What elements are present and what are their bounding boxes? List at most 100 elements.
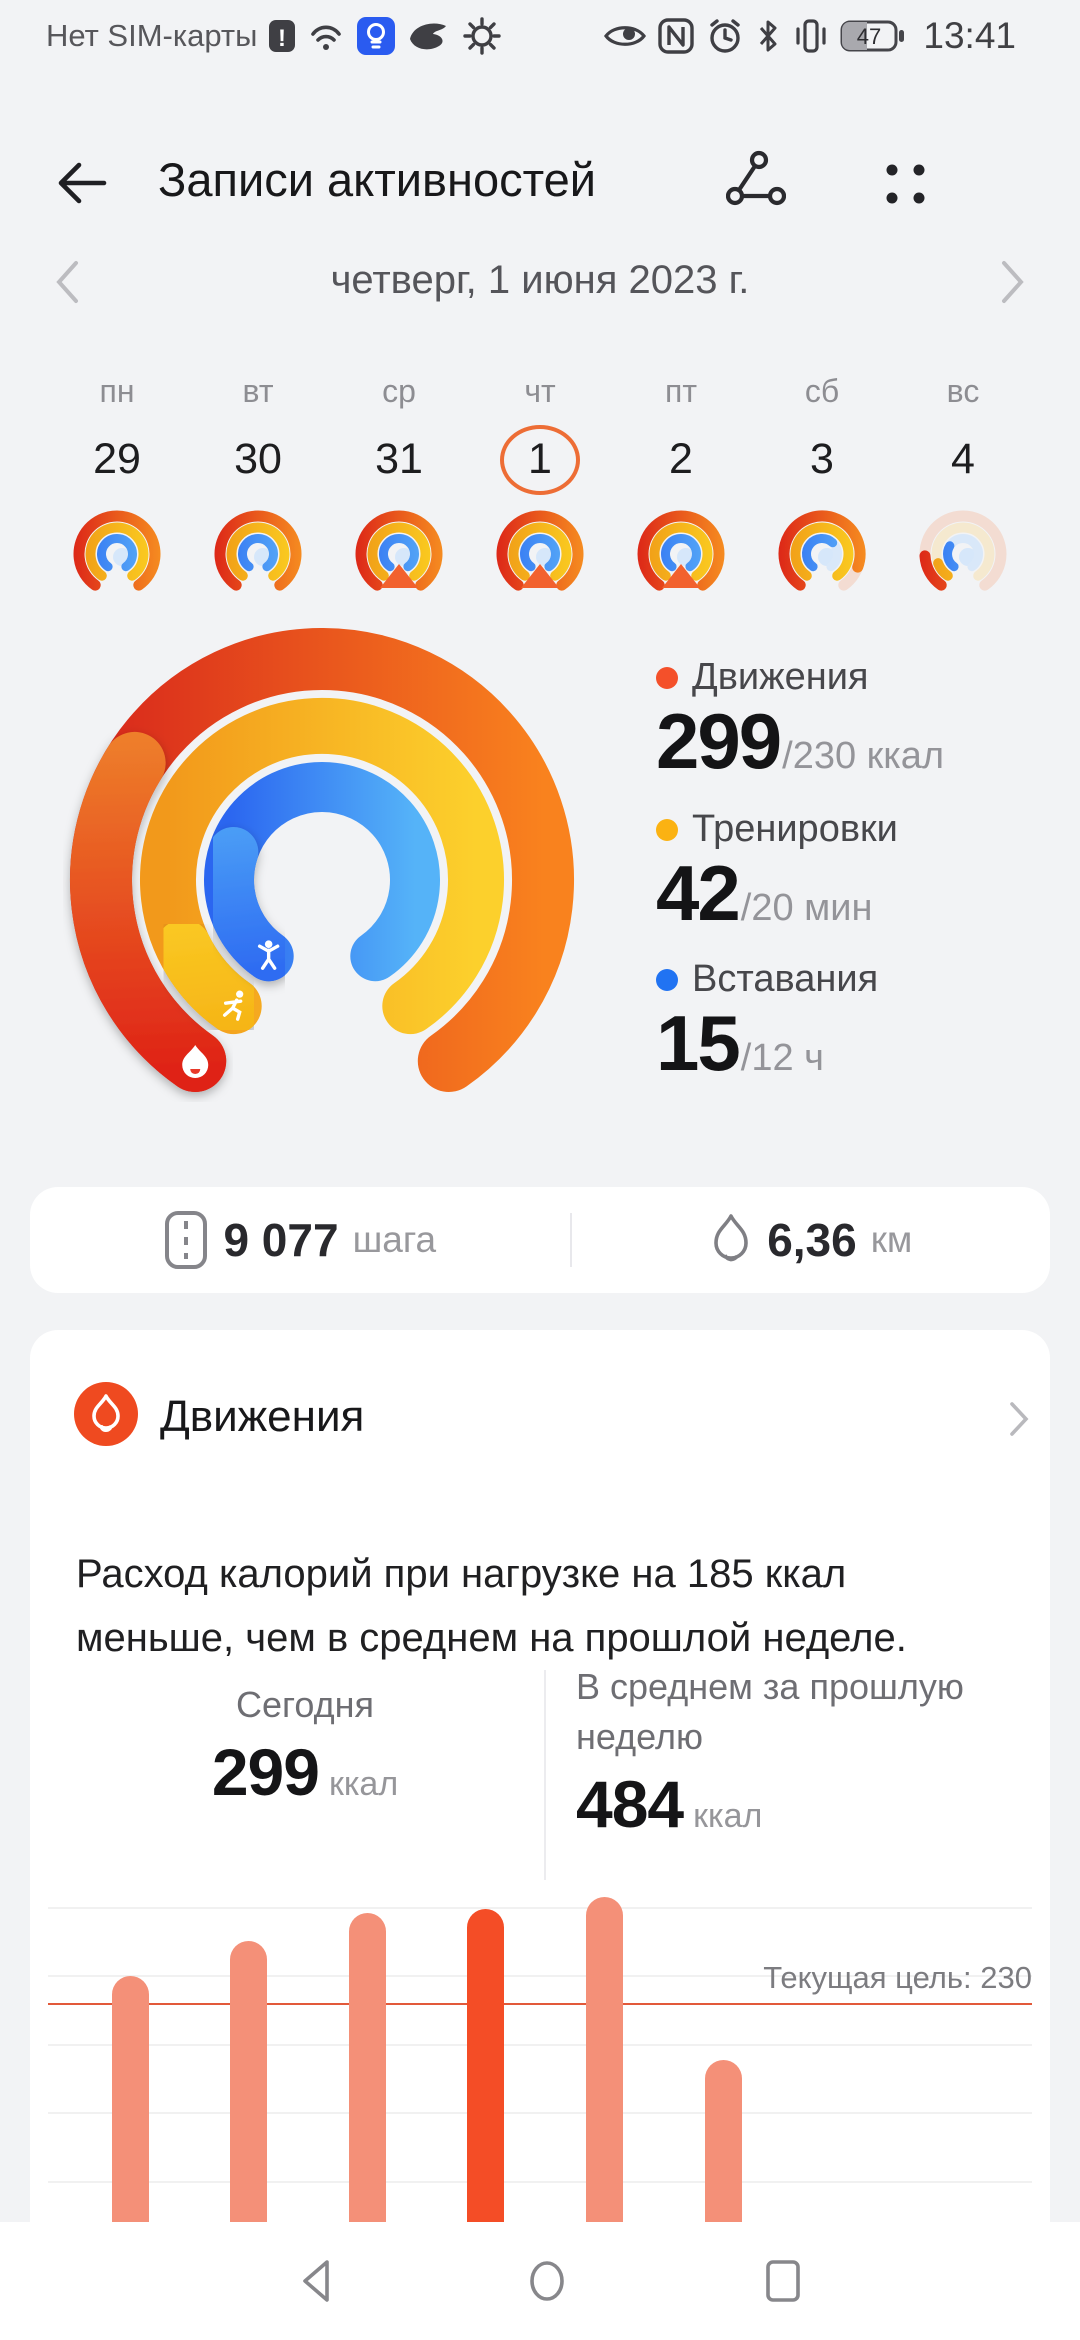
grid-menu-icon xyxy=(886,164,925,204)
share-route-icon xyxy=(725,150,787,206)
alarm-icon xyxy=(705,16,745,56)
day-number: 2 xyxy=(669,435,693,483)
stand-label: Вставания xyxy=(692,958,879,1000)
weekday-label: пт xyxy=(665,373,697,409)
day-cell-вт[interactable]: вт 30 xyxy=(188,355,329,615)
nav-back-button[interactable] xyxy=(257,2222,377,2340)
average-label: В среднем за прошлую неделю xyxy=(576,1666,964,1757)
activity-rings-chart xyxy=(62,628,582,1102)
move-card-description: Расход калорий при нагрузке на 185 ккал … xyxy=(76,1552,907,1660)
day-number: 4 xyxy=(951,435,975,483)
day-number: 30 xyxy=(234,435,282,483)
exercise-goal: /20 мин xyxy=(740,887,873,929)
battery-icon: 47 xyxy=(840,18,906,54)
nav-home-button[interactable] xyxy=(487,2222,607,2340)
today-value: 299 xyxy=(211,1735,320,1809)
calorie-bar[interactable] xyxy=(349,1913,386,2222)
flashlight-icon xyxy=(357,17,396,55)
weekday-label: чт xyxy=(524,373,556,409)
battery-percent-text: 47 xyxy=(857,24,881,49)
weekday-label: вт xyxy=(242,373,274,409)
day-number: 1 xyxy=(528,435,552,483)
chevron-left-icon xyxy=(56,261,78,303)
exercise-value: 42 xyxy=(656,849,741,937)
status-bar-right: 47 13:41 xyxy=(603,10,1016,62)
mini-activity-rings xyxy=(919,510,1007,591)
day-cell-пн[interactable]: пн 29 xyxy=(47,355,188,615)
weekday-label: пн xyxy=(99,373,135,409)
day-cell-сб[interactable]: сб 3 xyxy=(752,355,893,615)
calorie-bar[interactable] xyxy=(230,1941,267,2222)
move-flame-badge xyxy=(74,1382,138,1446)
sim-alert-icon: ! xyxy=(267,17,297,55)
average-value: 484 xyxy=(576,1767,684,1841)
svg-text:!: ! xyxy=(278,25,286,52)
menu-button[interactable] xyxy=(876,158,934,215)
calorie-bar[interactable] xyxy=(586,1897,623,2222)
mini-activity-rings xyxy=(778,510,866,591)
bluetooth-icon xyxy=(756,16,782,56)
mini-activity-rings xyxy=(355,510,443,591)
today-unit: ккал xyxy=(328,1765,399,1803)
move-card-title: Движения xyxy=(160,1392,365,1441)
distance-unit: км xyxy=(870,1219,913,1260)
day-cell-ср[interactable]: ср 31 xyxy=(329,355,470,615)
nav-recents-button[interactable] xyxy=(723,2222,843,2340)
chart-gridline xyxy=(48,1907,1032,1909)
flame-icon xyxy=(182,1045,209,1079)
calorie-bar[interactable] xyxy=(705,2060,742,2222)
average-block: В среднем за прошлую неделю 484 ккал xyxy=(576,1662,1016,1842)
weekday-label: сб xyxy=(804,373,840,409)
day-cell-пт[interactable]: пт 2 xyxy=(611,355,752,615)
move-card[interactable]: Движения Расход калорий при нагрузке на … xyxy=(30,1330,1050,2340)
target-goal-line xyxy=(48,2003,1032,2005)
card-divider xyxy=(569,1213,572,1267)
steps-metric: 9 077 шага xyxy=(30,1209,570,1271)
runner-icon xyxy=(222,990,244,1021)
steps-distance-card[interactable]: 9 077 шага 6,36 км xyxy=(30,1187,1050,1293)
steps-value: 9 077 xyxy=(223,1214,339,1266)
day-cell-чт[interactable]: чт 1 xyxy=(470,355,611,615)
mini-activity-rings xyxy=(496,510,584,591)
distance-flame-icon xyxy=(714,1214,748,1262)
steps-unit: шага xyxy=(352,1219,437,1260)
calorie-bar[interactable] xyxy=(467,1909,504,2222)
chevron-right-icon xyxy=(1002,261,1024,303)
chevron-right-icon xyxy=(1010,1402,1029,1436)
day-cell-вс[interactable]: вс 4 xyxy=(893,355,1034,615)
wifi-icon xyxy=(307,17,347,55)
exercise-dot-icon xyxy=(656,818,678,841)
chart-gridline xyxy=(48,1975,1032,1977)
move-value: 299 xyxy=(656,697,782,785)
weekday-label: вс xyxy=(946,373,980,409)
compare-divider xyxy=(544,1670,546,1880)
page-title: Записи активностей xyxy=(158,153,597,206)
move-goal: /230 ккал xyxy=(782,735,945,777)
day-number: 31 xyxy=(375,435,423,483)
vibrate-icon xyxy=(793,16,829,56)
chart-gridline xyxy=(48,2181,1032,2183)
mini-activity-rings xyxy=(637,510,725,591)
status-bar: Нет SIM-карты ! xyxy=(0,10,1080,62)
next-day-button[interactable] xyxy=(998,258,1028,311)
sync-gear-icon xyxy=(461,15,503,57)
today-label: Сегодня xyxy=(236,1684,374,1725)
no-sim-text: Нет SIM-карты xyxy=(46,18,258,53)
stand-stat: Вставания 15 /12 ч xyxy=(656,958,1056,1085)
calorie-bar[interactable] xyxy=(112,1976,149,2222)
status-bar-left: Нет SIM-карты ! xyxy=(46,10,503,62)
ring-stats: Движения 299 /230 ккал Тренировки 42 /20… xyxy=(656,656,1066,1096)
back-button[interactable] xyxy=(52,156,110,215)
flame-icon xyxy=(92,1394,120,1433)
system-nav-bar xyxy=(0,2222,1080,2340)
prev-day-button[interactable] xyxy=(52,258,82,311)
date-label: четверг, 1 июня 2023 г. xyxy=(330,258,750,302)
calories-bar-chart: Текущая цель: 230 xyxy=(48,1890,1032,2222)
share-button[interactable] xyxy=(725,150,787,213)
day-number: 3 xyxy=(810,435,834,483)
move-card-chevron[interactable] xyxy=(1008,1400,1030,1443)
today-block: Сегодня 299 ккал xyxy=(60,1680,550,1810)
day-number: 29 xyxy=(93,435,141,483)
nav-home-icon xyxy=(530,2261,564,2301)
chart-gridline xyxy=(48,2112,1032,2114)
